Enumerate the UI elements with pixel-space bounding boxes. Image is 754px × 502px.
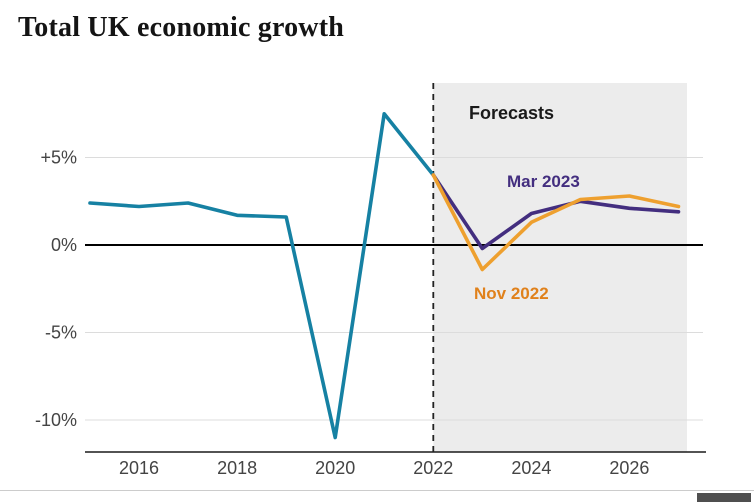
- x-tick-labels: 2016 2018 2020 2022 2024 2026: [119, 458, 649, 478]
- x-tick-label: 2016: [119, 458, 159, 478]
- chart-title: Total UK economic growth: [18, 12, 345, 43]
- y-tick-labels: +5% 0% -5% -10%: [35, 148, 77, 431]
- gridlines: [85, 157, 703, 421]
- page-bottom-divider: [0, 490, 754, 491]
- x-tick-label: 2020: [315, 458, 355, 478]
- series-line-mar-2023-forecast: [431, 173, 681, 251]
- y-tick-label: -5%: [45, 323, 77, 343]
- x-tick-label: 2022: [413, 458, 453, 478]
- x-tick-label: 2026: [609, 458, 649, 478]
- series-line-nov-2022-forecast: [431, 173, 681, 272]
- nov-2022-annotation: Nov 2022: [474, 284, 549, 303]
- horizontal-scrollbar-thumb[interactable]: [697, 493, 751, 502]
- series-lines: [88, 112, 681, 440]
- y-tick-label: +5%: [40, 148, 77, 168]
- x-tick-label: 2024: [511, 458, 551, 478]
- forecast-region: [433, 83, 687, 452]
- x-tick-label: 2018: [217, 458, 257, 478]
- mar-2023-annotation: Mar 2023: [507, 172, 580, 191]
- series-line-historical: [88, 112, 436, 440]
- forecasts-annotation: Forecasts: [469, 103, 554, 123]
- y-tick-label: 0%: [51, 235, 77, 255]
- y-tick-label: -10%: [35, 410, 77, 430]
